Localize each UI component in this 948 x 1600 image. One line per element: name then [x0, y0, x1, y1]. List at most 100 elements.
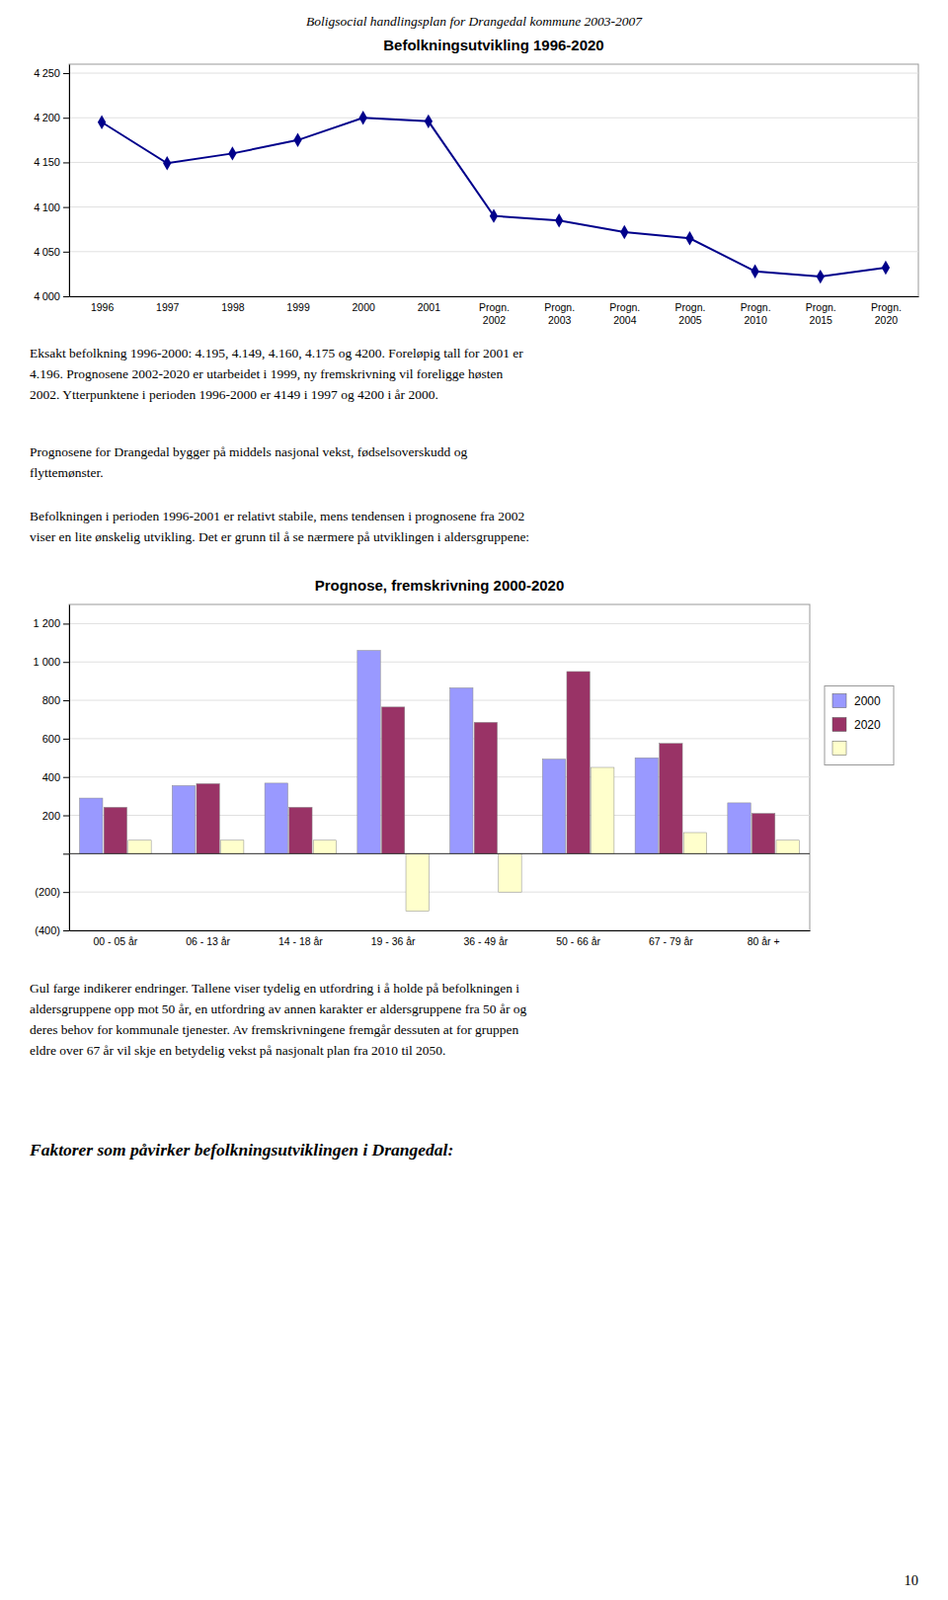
tick-label: Progn.2020	[870, 301, 902, 325]
tick-label: Progn.2010	[740, 301, 772, 325]
text-line: 1998	[221, 301, 245, 314]
text-line: Progn.	[609, 301, 640, 314]
legend-frame	[824, 686, 894, 766]
tick-label: 1 200	[32, 617, 61, 630]
tick-label: Progn.2005	[674, 301, 706, 325]
chart-title: Befolkningsutvikling 1996-2020	[383, 36, 604, 54]
bar	[264, 783, 288, 854]
line	[101, 117, 886, 277]
tick: Progn.2002	[478, 301, 510, 325]
tick-label: 00 - 05 år	[92, 935, 138, 948]
text-line: 10	[904, 1572, 920, 1588]
tick-mark	[63, 623, 70, 625]
tick-label: 4 050	[33, 245, 61, 258]
tick-label: 4 250	[33, 67, 61, 79]
text-line: flyttemønster.	[29, 465, 104, 480]
tick: 4 000	[33, 290, 70, 303]
tick-label: 2001	[417, 301, 442, 314]
bar	[171, 785, 195, 854]
tick-mark	[63, 853, 70, 855]
text-line: Faktorer som påvirker befolkningsutvikli…	[28, 1139, 454, 1160]
tick: 19 - 36 år	[371, 935, 416, 948]
bar	[634, 757, 658, 854]
grid-line	[69, 161, 919, 163]
legend-label: 2000	[854, 694, 881, 709]
tick-label: 200	[42, 809, 61, 822]
text-line: 80 år +	[747, 935, 781, 948]
page: Boligsocial handlingsplan for Drangedal …	[0, 0, 948, 1600]
bar	[683, 832, 707, 854]
tick: Progn.2010	[740, 301, 772, 325]
tick-mark	[63, 117, 70, 119]
text-line: 2010	[743, 314, 768, 326]
bar	[751, 813, 775, 855]
bar	[289, 806, 313, 854]
tick: Progn.2003	[544, 301, 575, 325]
axis-line	[70, 296, 920, 298]
text-line: 36 - 49 år	[463, 935, 508, 948]
legend-item	[832, 741, 847, 756]
tick: Progn.2005	[674, 301, 706, 325]
tick-label: 4 200	[33, 111, 61, 124]
page-title: Boligsocial handlingsplan for Drangedal …	[306, 13, 643, 29]
grid-line	[69, 73, 919, 75]
y-axis: 4 0004 0504 1004 1504 2004 250	[33, 65, 70, 304]
grid-line	[69, 250, 919, 252]
bar-series	[79, 650, 752, 855]
plot-area	[79, 650, 800, 912]
text-line: 67 - 79 år	[648, 935, 694, 948]
page-svg: Boligsocial handlingsplan for Drangedal …	[0, 0, 948, 1600]
text-line: Progn.	[544, 301, 575, 314]
grid-line	[69, 623, 810, 625]
bar	[542, 759, 565, 855]
text-line: 2005	[678, 314, 703, 326]
tick-label: 50 - 66 år	[555, 935, 601, 948]
marker	[750, 263, 759, 278]
text-line: 06 - 13 år	[185, 935, 231, 948]
tick: 600	[42, 732, 70, 745]
tick-label: Progn.2002	[478, 301, 510, 325]
legend: 2000 2020	[824, 686, 894, 766]
tick: 67 - 79 år	[648, 935, 694, 948]
text-line: eldre over 67 år vil skje en betydelig v…	[29, 1042, 446, 1058]
marker	[881, 260, 890, 275]
legend-swatch	[832, 741, 847, 756]
bar	[357, 650, 381, 855]
tick-label: 1998	[221, 301, 245, 314]
grid-line	[69, 117, 919, 119]
legend-label: 2020	[854, 717, 881, 732]
bar	[659, 743, 683, 855]
tick-label: (400)	[34, 924, 61, 937]
grid-line	[69, 700, 810, 702]
tick-label: 19 - 36 år	[371, 935, 416, 948]
tick: 06 - 13 år	[185, 935, 231, 948]
tick: 400	[42, 771, 70, 784]
text-line: 2000	[352, 301, 377, 314]
marker	[489, 208, 498, 223]
bar	[405, 853, 429, 911]
tick: 1 000	[32, 655, 70, 668]
tick-label: Progn.2003	[544, 301, 575, 325]
tick: 4 250	[33, 67, 70, 79]
legend-swatch	[832, 717, 847, 732]
tick: 1997	[156, 301, 180, 314]
tick: Progn.2020	[870, 301, 902, 325]
tick-label: 4 000	[33, 290, 61, 303]
tick: 36 - 49 år	[463, 935, 508, 948]
tick-mark	[63, 296, 70, 298]
tick: 1998	[221, 301, 245, 314]
tick: 800	[42, 694, 70, 707]
tick-label: 80 år +	[747, 935, 781, 948]
tick-mark	[63, 661, 70, 663]
marker	[816, 269, 825, 284]
paragraph: Befolkningen i perioden 1996-2001 er rel…	[29, 508, 530, 545]
bar	[79, 797, 103, 854]
tick-mark	[63, 777, 70, 779]
text-line: 1996	[90, 301, 115, 314]
bar-series	[103, 671, 776, 854]
text-line: Boligsocial handlingsplan for Drangedal …	[306, 13, 643, 29]
bar	[196, 784, 220, 855]
tick-mark	[63, 930, 70, 932]
grid-line	[69, 661, 810, 663]
tick-label: 800	[42, 694, 61, 707]
